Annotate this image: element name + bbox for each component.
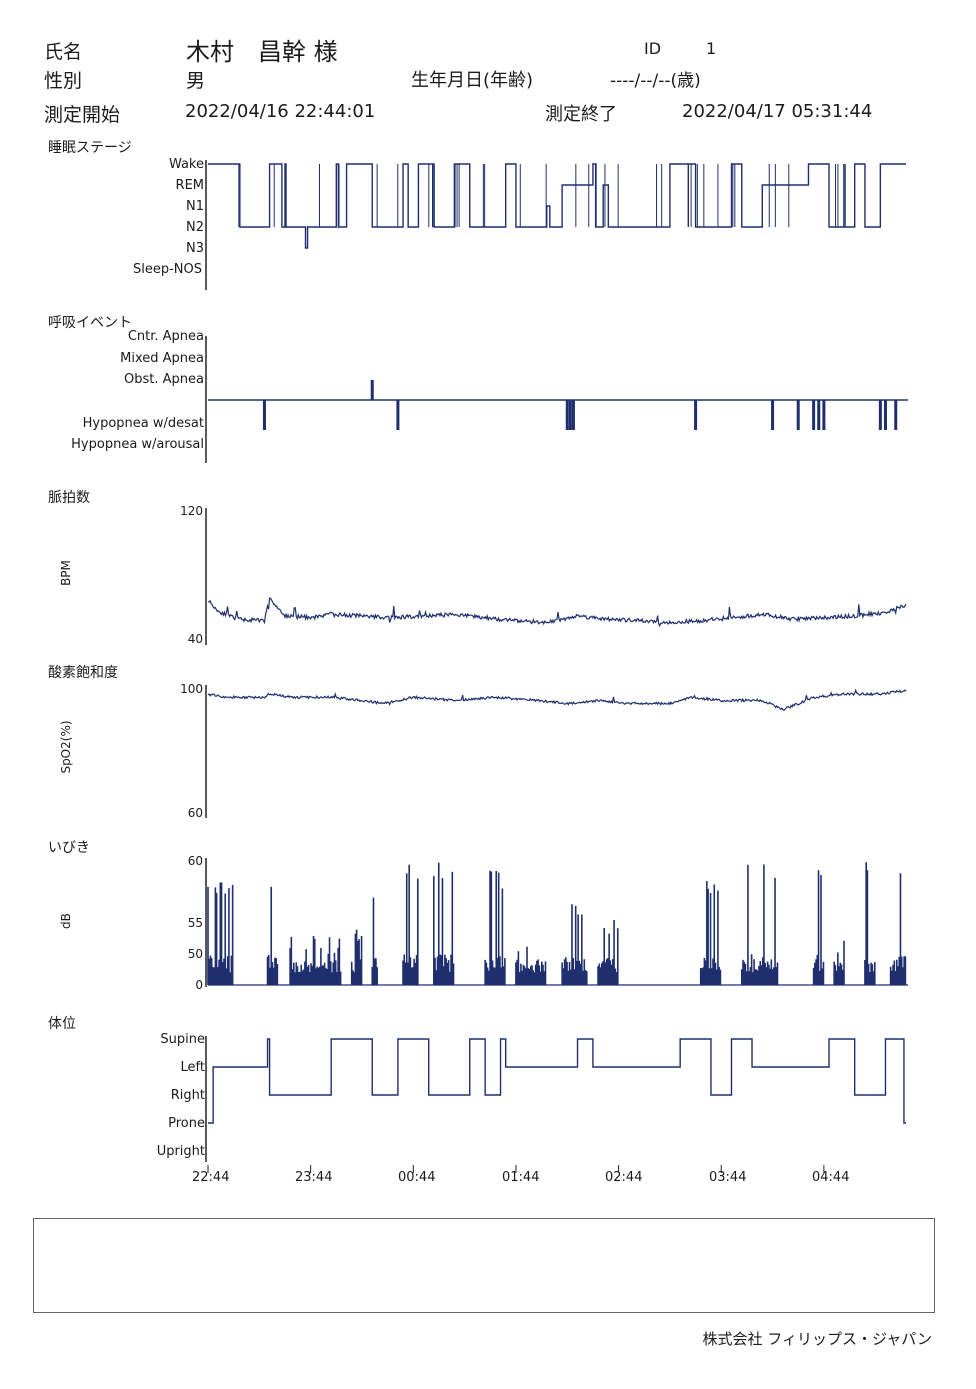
sleep-label-n3: N3 (186, 241, 204, 256)
pulse-line (207, 597, 907, 628)
resp-event-bar (370, 380, 374, 400)
pos-label-left: Left (180, 1060, 205, 1075)
sleep-label-wake: Wake (168, 157, 204, 172)
snore-tick-50: 50 (187, 947, 203, 961)
sleep-label-n1: N1 (186, 199, 204, 214)
resp-event-bar (396, 400, 400, 430)
resp-event-bar (796, 400, 800, 430)
resp-event-bar (883, 400, 887, 430)
sex-value: 男 (186, 70, 206, 92)
time-tick-2: 00:44 (398, 1170, 436, 1185)
name-value: 木村 昌幹 様 (186, 38, 338, 66)
sleep-label-nos: Sleep-NOS (132, 262, 202, 277)
position-line (208, 1038, 906, 1124)
time-tick-6: 04:44 (812, 1170, 850, 1185)
resp-event-bar (262, 400, 266, 430)
pulse-tick-120: 120 (180, 504, 203, 518)
time-tick-3: 01:44 (502, 1170, 540, 1185)
spo2-tick-60: 60 (187, 806, 203, 820)
time-tick-0: 22:44 (192, 1170, 230, 1185)
spo2-title: 酸素飽和度 (48, 665, 118, 681)
notes-box (33, 1218, 935, 1313)
resp-event-bar (878, 400, 882, 430)
resp-event-bar (822, 400, 826, 430)
sleep-label-n2: N2 (186, 220, 204, 235)
resp-event-bar (817, 400, 821, 430)
resp-label-hyp-arousal: Hypopnea w/arousal (71, 437, 204, 452)
snore-tick-0: 0 (195, 978, 203, 992)
resp-label-mixed: Mixed Apnea (120, 351, 204, 366)
pulse-tick-40: 40 (187, 632, 203, 646)
resp-event-bar (571, 400, 575, 430)
resp-event-bar (565, 400, 569, 430)
resp-event-bar (771, 400, 775, 430)
resp-event-bar (694, 400, 698, 430)
position-title: 体位 (48, 1016, 76, 1032)
snore-title: いびき (48, 840, 90, 856)
resp-event-bar (894, 400, 898, 430)
end-label: 測定終了 (545, 104, 617, 125)
sleep-stage-title: 睡眠ステージ (48, 140, 132, 156)
pos-label-prone: Prone (168, 1116, 205, 1131)
snore-tick-55: 55 (187, 916, 203, 930)
resp-label-cntr: Cntr. Apnea (127, 329, 204, 344)
sex-label: 性別 (44, 70, 83, 92)
end-value: 2022/04/17 05:31:44 (682, 101, 873, 122)
resp-event-title: 呼吸イベント (48, 315, 132, 331)
spo2-line (207, 688, 907, 712)
start-label: 測定開始 (44, 104, 121, 126)
id-value: 1 (706, 39, 717, 58)
resp-label-obst: Obst. Apnea (124, 372, 204, 387)
resp-event-bar (568, 400, 572, 430)
time-tick-4: 02:44 (605, 1170, 643, 1185)
sleep-label-rem: REM (175, 178, 204, 193)
name-label: 氏名 (44, 41, 83, 63)
dob-value: ----/--/--(歳) (610, 71, 701, 91)
snore-tick-60: 60 (187, 854, 203, 868)
pos-label-upright: Upright (156, 1144, 205, 1159)
pulse-title: 脈拍数 (48, 490, 90, 506)
company-name: 株式会社 フィリップス・ジャパン (702, 1330, 932, 1348)
id-label: ID (644, 39, 662, 58)
time-tick-5: 03:44 (709, 1170, 747, 1185)
start-value: 2022/04/16 22:44:01 (185, 101, 376, 122)
resp-event-bar (812, 400, 816, 430)
pos-label-supine: Supine (160, 1032, 205, 1047)
time-tick-1: 23:44 (295, 1170, 333, 1185)
sleep-stage-line (208, 163, 906, 249)
resp-label-hyp-desat: Hypopnea w/desat (82, 416, 204, 431)
dob-label: 生年月日(年齢) (411, 70, 534, 91)
pos-label-right: Right (170, 1088, 205, 1103)
spo2-tick-100: 100 (180, 682, 203, 696)
